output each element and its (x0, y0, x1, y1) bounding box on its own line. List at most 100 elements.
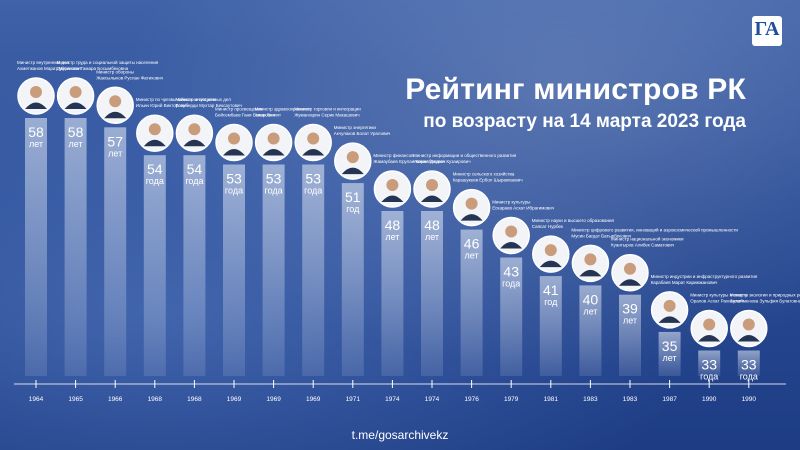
bar-unit-label: года (265, 186, 283, 196)
bar-unit-label: года (304, 186, 322, 196)
bar-value-label: 53 (305, 171, 321, 187)
minister-name: Мусин Багдат Батырбекович (571, 233, 631, 238)
bar (223, 164, 245, 376)
portrait-head (188, 123, 201, 136)
minister-name: Ильин Юрий Викторович (136, 102, 189, 108)
bar-value-label: 48 (424, 217, 440, 233)
minister-name: Саясат Нурбек (532, 224, 563, 229)
minister-name: Ахметжанов Марат Муратович (17, 66, 82, 71)
minister-post: Министр труда и социальной защиты населе… (57, 59, 159, 65)
minister-name: Куантыров Алибек Саматович (611, 243, 675, 248)
bar-unit-label: год (346, 204, 360, 214)
year-label: 1990 (702, 396, 717, 403)
minister-name: Бейсембаев Гани Бекенович (215, 112, 276, 118)
source-link[interactable]: t.me/gosarchivekz (351, 428, 449, 442)
bar-value-label: 58 (28, 124, 44, 140)
portrait-head (69, 86, 82, 98)
minister-name: Умаров Даурен Кузаирович (413, 159, 471, 164)
title-block: Рейтинг министров РК по возрасту на 14 м… (405, 72, 746, 136)
bar-value-label: 54 (187, 161, 203, 177)
portrait-suit (579, 269, 602, 277)
portrait-head (228, 132, 240, 145)
portrait-head (742, 318, 755, 331)
bar (539, 276, 562, 376)
portrait-head (663, 299, 676, 312)
bar-unit-label: года (225, 186, 243, 196)
bar-value-label: 46 (464, 236, 480, 252)
bar-value-label: 51 (345, 189, 361, 205)
bar-value-label: 40 (583, 291, 599, 307)
year-label: 1965 (68, 396, 83, 403)
minister-post: Министр культуры (492, 200, 530, 205)
archive-logo: ГА (752, 16, 782, 46)
year-label: 1976 (464, 396, 479, 403)
bar (262, 164, 285, 376)
portrait-head (426, 179, 438, 191)
year-label: 1981 (544, 396, 559, 403)
bar-value-label: 41 (543, 282, 559, 298)
bar-unit-label: лет (385, 232, 399, 242)
portrait-head (109, 95, 122, 108)
minister-post: Министр энергетики (334, 125, 377, 130)
bar (460, 229, 483, 376)
bar-value-label: 53 (226, 171, 242, 187)
bar-value-label: 43 (503, 264, 519, 280)
minister-post: Министр финансов (373, 153, 414, 158)
year-label: 1990 (742, 396, 757, 403)
portrait-head (307, 132, 320, 145)
minister-name: Жумангарин Серик Макашевич (294, 113, 360, 118)
bar-unit-label: года (740, 372, 758, 382)
year-label: 1969 (306, 396, 321, 403)
bar (341, 183, 364, 376)
year-label: 1971 (346, 396, 361, 403)
portrait-suit (658, 316, 681, 323)
minister-name: Оралов Асхат Рахимович (690, 299, 744, 304)
portrait-suit (460, 214, 483, 221)
portrait-suit (104, 111, 127, 119)
portrait-head (703, 318, 716, 331)
bar-value-label: 57 (107, 133, 123, 149)
bar-unit-label: лет (29, 139, 43, 149)
portrait-suit (381, 195, 404, 202)
minister-name: Тлеуберди Мухтар Бексаутович (175, 103, 242, 108)
minister-post: Министр цифрового развития, инноваций и … (571, 226, 738, 232)
minister-post: Министр экологии и природных ресурсов (730, 293, 800, 298)
portrait-suit (262, 149, 285, 156)
year-label: 1968 (148, 396, 163, 403)
year-label: 1966 (108, 396, 123, 403)
year-label: 1964 (29, 396, 44, 403)
portrait-head (346, 151, 359, 164)
page-title: Рейтинг министров РК (405, 73, 746, 106)
bar-value-label: 39 (622, 301, 638, 317)
portrait-head (267, 132, 280, 145)
logo-text: ГА (754, 18, 780, 40)
year-label: 1968 (187, 396, 202, 403)
minister-name: Карабаев Марат Каримжанович (651, 280, 718, 285)
bar-unit-label: лет (108, 148, 122, 158)
bar (737, 350, 760, 376)
portrait-head (544, 244, 557, 257)
minister-post: Министр информации и общественного разви… (413, 153, 517, 158)
portrait-head (505, 225, 518, 238)
year-label: 1979 (504, 396, 519, 403)
bar-unit-label: лет (425, 232, 439, 242)
minister-post: Министр индустрии и инфраструктурного ра… (651, 274, 758, 279)
bar (25, 118, 47, 376)
minister-name: Жамаубаев Ерулан Кенжебекович (373, 159, 446, 164)
portrait-suit (737, 335, 760, 342)
bar (143, 155, 166, 376)
bar-unit-label: года (146, 176, 164, 186)
minister-post: Министр здравоохранения (255, 107, 311, 112)
bar-value-label: 54 (147, 161, 163, 177)
bar-unit-label: года (185, 176, 203, 186)
portrait-suit (143, 139, 166, 147)
bar (579, 285, 602, 376)
portrait-suit (421, 195, 443, 202)
minister-name: Ажар Гиният (255, 113, 281, 118)
year-label: 1969 (266, 396, 281, 403)
bar-unit-label: лет (663, 353, 677, 363)
bar-unit-label: года (700, 372, 718, 382)
bar-unit-label: лет (465, 251, 479, 261)
bar (104, 127, 127, 376)
bar-value-label: 33 (701, 357, 717, 373)
